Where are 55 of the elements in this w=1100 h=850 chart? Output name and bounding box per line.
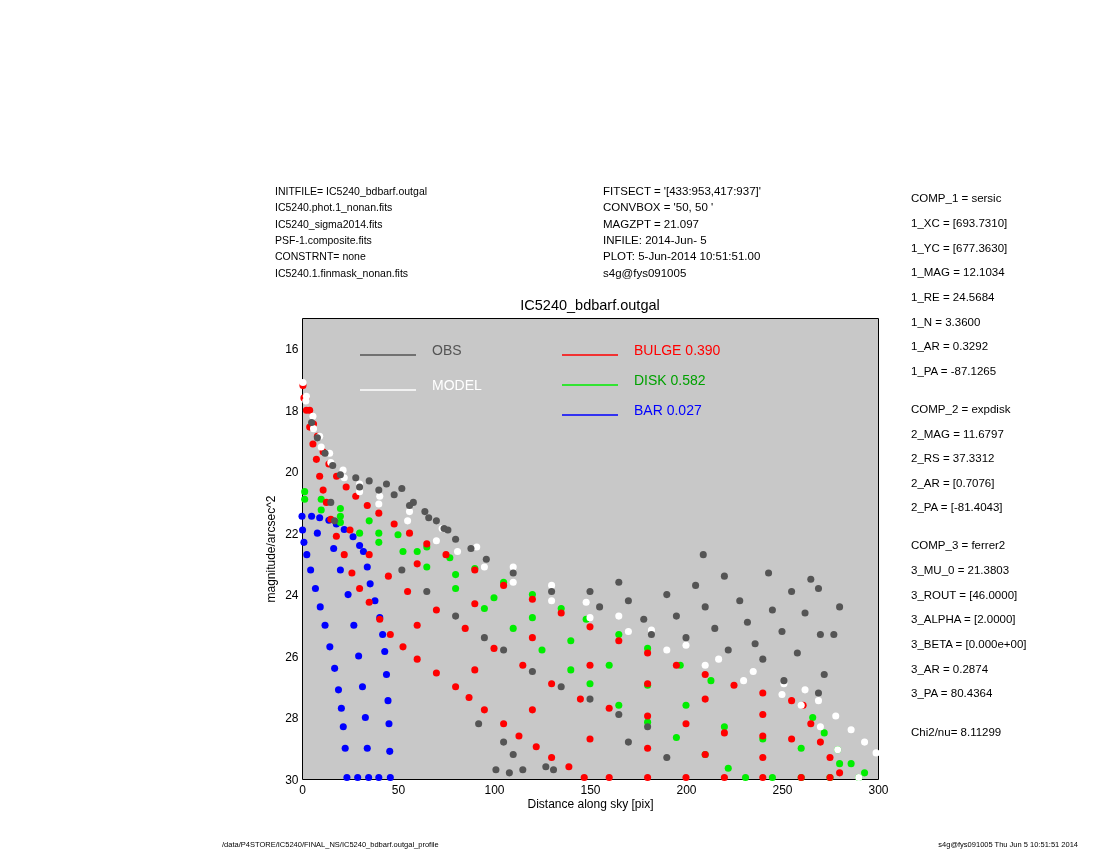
text: 1_N = 3.3600 (911, 316, 981, 328)
legend-label: BULGE 0.390 (634, 342, 721, 358)
text: CONVBOX = '50, 50 ' (603, 201, 714, 213)
text: 1_YC = [677.3630] (911, 242, 1008, 254)
x-tick-label: 0 (299, 782, 307, 797)
text: COMP_2 = expdisk (911, 403, 1011, 415)
y-tick-label: 22 (285, 526, 299, 541)
text: PSF-1.composite.fits (275, 234, 372, 246)
x-tick-label: 250 (772, 782, 793, 797)
text: 1_XC = [693.7310] (911, 217, 1008, 229)
text: INFILE: 2014-Jun- 5 (603, 234, 707, 246)
text: 2_AR = [0.7076] (911, 477, 995, 489)
text: 1_PA = -87.1265 (911, 365, 997, 377)
text: Chi2/nu= 8.11299 (911, 726, 1002, 738)
y-tick-label: 24 (285, 588, 299, 603)
text: INITFILE= IC5240_bdbarf.outgal (275, 184, 428, 197)
x-tick-label: 50 (391, 782, 406, 797)
text: IC5240.1.finmask_nonan.fits (275, 266, 409, 279)
legend-label: OBS (432, 342, 462, 358)
x-tick-label: 100 (484, 782, 505, 797)
y-tick-label: 16 (285, 342, 299, 357)
x-tick-label: 150 (580, 782, 601, 797)
y-tick-label: 26 (285, 649, 299, 664)
text: COMP_1 = sersic (911, 192, 1002, 204)
text: 3_ALPHA = [2.0000] (911, 613, 1016, 625)
x-tick-label: 200 (676, 782, 697, 797)
text: COMP_3 = ferrer2 (911, 539, 1006, 551)
legend-label: DISK 0.582 (634, 372, 706, 388)
text: 2_MAG = 11.6797 (911, 428, 1004, 440)
x-axis-title: Distance along sky [pix] (527, 796, 654, 811)
y-tick-label: 20 (285, 465, 299, 480)
chart-title: IC5240_bdbarf.outgal (520, 297, 660, 314)
y-tick-label: 28 (285, 711, 299, 726)
text: s4g@fys091005 (603, 266, 687, 279)
text: 3_BETA = [0.000e+00] (911, 638, 1027, 650)
text: IC5240.phot.1_nonan.fits (275, 201, 393, 213)
legend-label: BAR 0.027 (634, 402, 702, 418)
text: 3_ROUT = [46.0000] (911, 589, 1018, 601)
text: MAGZPT = 21.097 (603, 217, 699, 230)
text: FITSECT = '[433:953,417:937]' (603, 184, 761, 197)
text: 3_AR = 0.2874 (911, 663, 989, 675)
text: CONSTRNT= none (275, 250, 366, 262)
text: PLOT: 5-Jun-2014 10:51:51.00 (603, 250, 761, 262)
text: 1_RE = 24.5684 (911, 291, 996, 303)
y-tick-label: 18 (285, 403, 299, 418)
text: 3_MU_0 = 21.3803 (911, 564, 1010, 576)
y-axis-title: magnitude/arcsec^2 (264, 495, 279, 603)
y-tick-label: 30 (285, 772, 299, 787)
text: 2_RS = 37.3312 (911, 452, 995, 464)
text: 3_PA = 80.4364 (911, 687, 993, 699)
text: 2_PA = [-81.4043] (911, 501, 1003, 513)
text: 1_AR = 0.3292 (911, 340, 989, 352)
x-tick-label: 300 (868, 782, 889, 797)
text: IC5240_sigma2014.fits (275, 217, 383, 230)
text: 1_MAG = 12.1034 (911, 266, 1006, 278)
